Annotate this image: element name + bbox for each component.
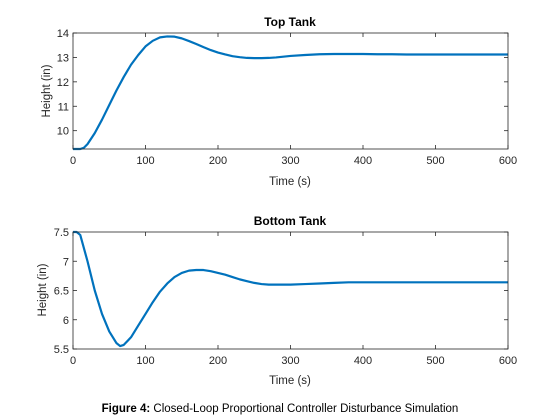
bottom-x-tick-label: 300 — [281, 355, 299, 367]
bottom-y-tick-label: 6 — [63, 315, 69, 327]
top-x-axis-label: Time (s) — [269, 176, 311, 188]
top-tick-group: 0 100 200 300 400 500 600 10 11 12 13 14 — [57, 28, 517, 167]
top-y-tick-label: 13 — [57, 52, 69, 64]
bottom-x-tick-label: 500 — [426, 355, 444, 367]
bottom-subplot: Bottom Tank 0 100 200 300 400 500 600 5.5 6 6.5 7 7… — [37, 214, 517, 387]
bottom-x-tick-label: 600 — [499, 355, 517, 367]
bottom-y-tick-label: 7.5 — [54, 227, 69, 239]
bottom-y-tick-label: 5.5 — [54, 344, 69, 356]
bottom-tick-group: 0 100 200 300 400 500 600 5.5 6 6.5 7 7.5 — [54, 227, 517, 367]
bottom-x-tick-label: 400 — [354, 355, 372, 367]
top-chart-title: Top Tank — [264, 15, 316, 29]
bottom-x-tick-label: 0 — [70, 355, 76, 367]
bottom-axes-box — [72, 231, 509, 350]
top-y-tick-label: 12 — [57, 77, 69, 89]
top-y-axis-label: Height (in) — [41, 64, 53, 117]
bottom-y-axis-label: Height (in) — [37, 263, 49, 316]
top-y-tick-label: 11 — [58, 101, 69, 113]
bottom-x-tick-label: 200 — [209, 355, 227, 367]
top-x-tick-label: 100 — [136, 155, 154, 167]
top-x-tick-label: 200 — [209, 155, 227, 167]
bottom-chart-title: Bottom Tank — [254, 214, 327, 228]
caption-label: Figure 4: — [101, 403, 151, 415]
top-y-tick-label: 14 — [57, 28, 69, 40]
figure: Top Tank 0 100 200 300 400 500 600 10 11 12 13 14 T… — [37, 15, 517, 387]
top-x-tick-label: 500 — [426, 155, 444, 167]
bottom-x-axis-label: Time (s) — [269, 375, 311, 387]
caption-text: Closed-Loop Proportional Controller Dist… — [153, 403, 459, 415]
top-x-tick-label: 0 — [70, 155, 76, 167]
bottom-x-tick-label: 100 — [136, 355, 154, 367]
bottom-y-tick-label: 6.5 — [54, 286, 69, 298]
top-x-tick-label: 600 — [499, 155, 517, 167]
top-x-tick-label: 300 — [281, 155, 299, 167]
figure-caption: Figure 4: Closed-Loop Proportional Contr… — [0, 403, 560, 415]
bottom-y-tick-label: 7 — [63, 256, 69, 268]
top-x-tick-label: 400 — [354, 155, 372, 167]
top-axes-box — [72, 32, 509, 150]
bottom-series-line — [73, 230, 508, 348]
top-subplot: Top Tank 0 100 200 300 400 500 600 10 11 12 13 14 T… — [41, 15, 517, 188]
top-y-tick-label: 10 — [57, 126, 69, 138]
top-series-line — [73, 35, 508, 151]
